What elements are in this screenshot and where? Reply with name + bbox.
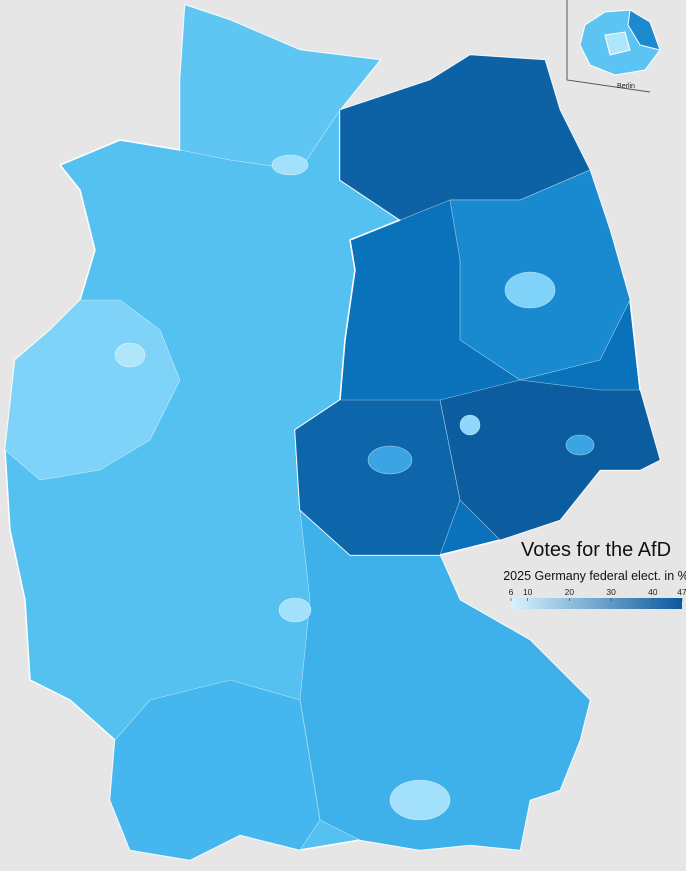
berlin-area — [504, 271, 556, 309]
city-area — [114, 342, 146, 368]
colorbar-gradient — [511, 598, 682, 609]
colorbar-tick-label: 30 — [606, 587, 616, 597]
north-region — [179, 4, 381, 171]
berlin-inset: Berlin — [566, 0, 661, 93]
baden-region — [109, 679, 321, 861]
legend-title: Votes for the AfD — [521, 539, 671, 561]
hamburg-area — [271, 154, 309, 176]
colorbar-tick-label: 20 — [565, 587, 575, 597]
city-area — [565, 434, 595, 456]
inset-label: Berlin — [617, 83, 635, 90]
thuringia-region — [294, 399, 461, 556]
saxony-region — [439, 379, 661, 541]
germany-map — [4, 4, 661, 861]
colorbar-tick-label: 10 — [523, 587, 533, 597]
inset-frame — [566, 0, 651, 93]
city-area — [367, 445, 413, 475]
colorbar: 6 10 20 30 40 47 — [509, 587, 686, 609]
colorbar-tick-label: 40 — [648, 587, 658, 597]
berlin-east — [627, 9, 661, 51]
munich-area — [389, 779, 451, 821]
colorbar-tick-label: 6 — [509, 587, 514, 597]
city-area — [278, 597, 312, 623]
berlin-center — [604, 31, 631, 56]
colorbar-tick-label: 47 — [677, 587, 686, 597]
legend-subtitle: 2025 Germany federal elect. in % — [503, 569, 686, 583]
city-area — [459, 414, 481, 436]
